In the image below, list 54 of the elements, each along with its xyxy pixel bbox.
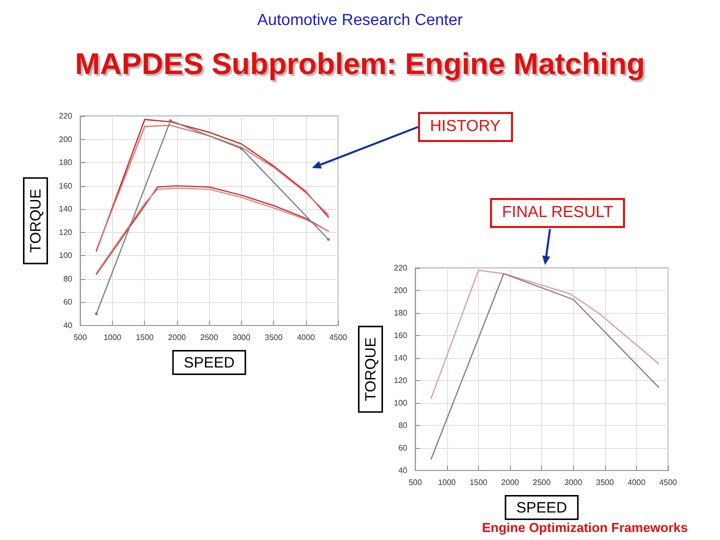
x-tick-label: 1000 [438,478,456,487]
y-tick-label: 80 [398,421,408,430]
x-tick-label: 4000 [628,478,646,487]
line-series [430,273,660,460]
y-tick-label: 200 [394,286,408,295]
x-tick-label: 1000 [104,333,122,342]
line-series [94,119,330,316]
y-tick-label: 100 [58,251,73,260]
y-tick-label: 40 [398,466,408,475]
chart-subtitle: Automotive Research Center [256,12,464,30]
x-tick-label: 500 [74,333,88,342]
y-tick-label: 120 [394,376,408,385]
y-axis-title: TORQUE [362,337,380,402]
point [240,147,243,150]
text: HISTORY [418,112,513,142]
x-tick-label: 3000 [232,333,251,342]
x-tick-label: 2000 [501,478,520,487]
y-tick-label: 60 [398,444,408,452]
point [94,312,98,316]
y-tick-label: 200 [58,134,73,144]
x-tick-label: 3000 [564,478,583,487]
y-tick-label: 140 [58,204,73,214]
y-axis-title: TORQUE [28,188,44,253]
y-tick-label: 100 [394,398,408,408]
y-tick-label: 140 [394,354,408,362]
y-tick-label: 180 [58,158,73,168]
x-tick-label: 3500 [596,478,614,487]
x-tick-label: 2000 [168,333,186,342]
x-tick-label: 1500 [136,333,154,342]
x-tick-label: 3500 [264,333,284,342]
y-tick-label: 40 [63,321,73,330]
y-tick-label: 160 [58,181,73,190]
text: Engine Optimization Frameworks [482,520,688,535]
y-tick-label: 180 [394,308,408,318]
x-tick-label: 2500 [532,478,552,487]
y-tick-label: 160 [394,331,408,340]
x-tick-label: 500 [408,478,422,487]
y-tick-label: 120 [58,228,73,237]
y-tick-label: 60 [63,298,73,307]
line-series [430,270,660,400]
point [326,238,330,241]
x-axis-title: SPEED [184,354,235,372]
x-tick-label: 4500 [659,478,678,487]
chart-title: MAPDES Subproblem: Engine Matching [74,48,646,82]
x-tick-label: 2500 [200,333,219,342]
x-tick-label: 4000 [296,333,316,342]
x-tick-label: 1500 [470,478,488,487]
y-tick-label: 220 [394,264,408,272]
y-tick-label: 220 [58,112,73,120]
x-axis-title: SPEED [516,500,568,516]
point [169,119,172,122]
x-tick-label: 4500 [329,333,348,342]
text: FINAL RESULT [490,198,626,228]
y-tick-label: 80 [63,274,73,284]
